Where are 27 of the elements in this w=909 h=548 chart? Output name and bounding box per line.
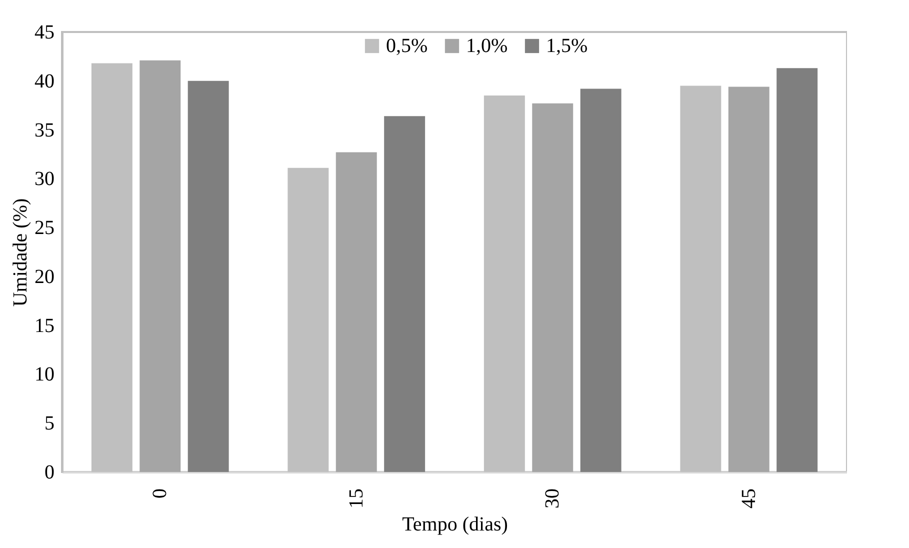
y-tick-label: 20 xyxy=(34,266,54,288)
bar xyxy=(580,88,622,472)
bar xyxy=(140,60,181,472)
bar xyxy=(336,152,377,472)
y-tick-label: 45 xyxy=(34,22,54,44)
x-axis-title: Tempo (dias) xyxy=(402,514,508,536)
y-axis-title: Umidade (%) xyxy=(10,198,32,307)
y-tick-label: 0 xyxy=(44,462,54,484)
y-tick-label: 10 xyxy=(34,364,54,386)
legend-label: 0,5% xyxy=(386,35,428,57)
legend-label: 1,5% xyxy=(546,35,588,57)
y-tick-label: 25 xyxy=(34,217,54,240)
y-tick-label: 15 xyxy=(34,314,54,337)
y-tick-label: 35 xyxy=(34,119,54,142)
y-tick-label: 5 xyxy=(44,412,54,435)
bar xyxy=(532,103,574,472)
bar xyxy=(728,86,770,472)
y-tick-label: 30 xyxy=(34,168,54,190)
legend-label: 1,0% xyxy=(466,35,508,57)
x-tick-label: 15 xyxy=(345,488,368,508)
bar xyxy=(384,116,426,472)
x-tick-label: 0 xyxy=(149,488,172,498)
x-tick-label: 30 xyxy=(542,488,564,508)
bar xyxy=(188,80,229,472)
x-tick-label: 45 xyxy=(738,488,760,508)
y-tick-label: 40 xyxy=(34,70,54,92)
bar xyxy=(776,68,818,472)
